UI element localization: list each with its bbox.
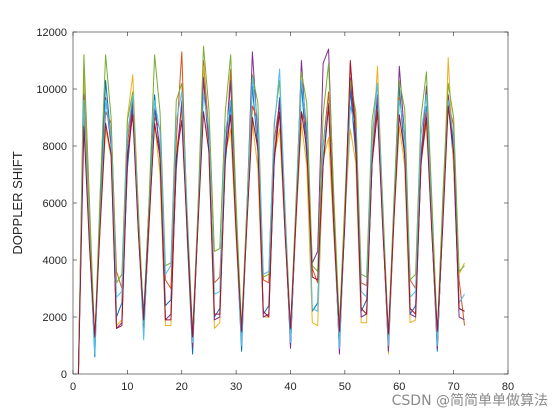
y-tick-label: 6000 xyxy=(43,198,67,210)
y-tick-label: 4000 xyxy=(43,255,67,267)
y-axis-label: DOPPLER SHIFT xyxy=(10,151,25,254)
y-tick-label: 8000 xyxy=(43,141,67,153)
x-tick-label: 60 xyxy=(393,381,405,393)
x-tick-label: 20 xyxy=(176,381,188,393)
y-tick-label: 0 xyxy=(61,369,67,381)
plot-area: 0 10 20 30 40 50 60 70 80 0 2000 4000 6000 8000 10000 1… xyxy=(36,27,514,393)
x-tick-label: 10 xyxy=(121,381,133,393)
x-tick-label: 80 xyxy=(502,381,514,393)
y-tick-label: 12000 xyxy=(36,27,67,39)
x-tick-label: 0 xyxy=(70,381,76,393)
y-tick-label: 2000 xyxy=(43,312,67,324)
x-tick-label: 70 xyxy=(448,381,460,393)
y-tick-label: 10000 xyxy=(36,84,67,96)
x-tick-label: 30 xyxy=(230,381,242,393)
series-line-7 xyxy=(77,60,465,375)
watermark-text: CSDN @简简单单做算法 xyxy=(392,392,548,409)
x-tick-label: 40 xyxy=(284,381,296,393)
x-tick-label: 50 xyxy=(339,381,351,393)
ticks-layer: 0 10 20 30 40 50 60 70 80 0 2000 4000 6000 8000 10000 1… xyxy=(36,27,514,393)
series-line-6 xyxy=(77,68,465,375)
series-layer xyxy=(77,45,465,375)
